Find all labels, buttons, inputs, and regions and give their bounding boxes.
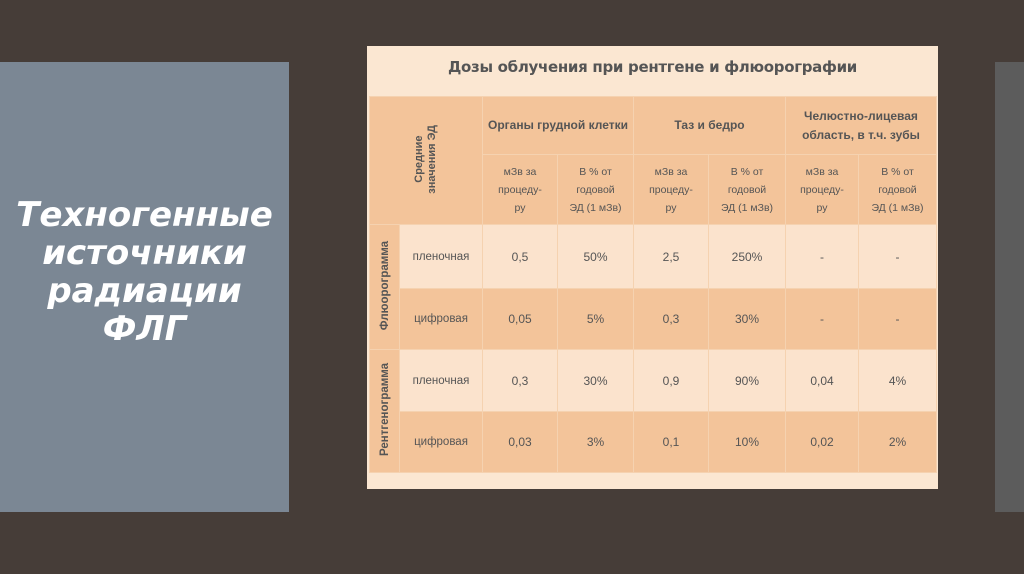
table-cell: 50%: [557, 224, 634, 289]
slide-title-line: источники: [42, 233, 247, 273]
column-group-pelvis: Таз и бедро: [633, 96, 786, 155]
corner-label-line: Средние: [413, 135, 425, 183]
subheader-dose: мЗв за процеду-ру: [785, 154, 859, 225]
subheader-dose: мЗв за процеду-ру: [633, 154, 709, 225]
table-cell: 90%: [708, 349, 786, 412]
slide-title-line: ФЛГ: [102, 309, 187, 349]
table-cell: 250%: [708, 224, 786, 289]
row-group-label: Рентгенограмма: [378, 363, 391, 456]
row-type: пленочная: [399, 349, 483, 412]
slide-title: Техногенные источники радиации ФЛГ: [15, 196, 275, 348]
table-cell: 3%: [557, 411, 634, 473]
row-type: пленочная: [399, 224, 483, 289]
table-cell: 0,05: [482, 288, 558, 350]
table-cell: 30%: [708, 288, 786, 350]
table-cell: 2,5: [633, 224, 709, 289]
table-row: Флюорограмма пленочная 0,5 50% 2,5 250% …: [369, 224, 937, 350]
document-title: Дозы облучения при рентгене и флюорограф…: [447, 58, 857, 76]
row-type: цифровая: [399, 411, 483, 473]
table-cell: 0,02: [785, 411, 859, 473]
column-group-chest: Органы грудной клетки: [482, 96, 634, 155]
table-row: цифровая 0,03 3% 0,1 10% 0,02 2%: [369, 411, 937, 473]
table-cell: 4%: [858, 349, 937, 412]
subheader-percent: В % от годовой ЭД (1 мЗв): [557, 154, 634, 225]
table-cell: -: [858, 224, 937, 289]
table-cell: 0,9: [633, 349, 709, 412]
row-type: цифровая: [399, 288, 483, 350]
row-group-radiograph: Рентгенограмма: [369, 349, 400, 473]
table-cell: 0,04: [785, 349, 859, 412]
corner-header: Средние значения ЭД: [369, 96, 483, 225]
corner-label: Средние значения ЭД: [413, 125, 439, 194]
table-cell: 10%: [708, 411, 786, 473]
row-group-label: Флюорограмма: [378, 240, 391, 331]
column-group-maxillofacial: Челюстно-лицевая область, в т.ч. зубы: [785, 96, 937, 155]
table-cell: 0,03: [482, 411, 558, 473]
side-panel-edge: [995, 62, 1024, 512]
table-cell: 0,1: [633, 411, 709, 473]
slide-title-line: Техногенные: [16, 195, 273, 235]
table-cell: -: [858, 288, 937, 350]
subheader-dose: мЗв за процеду-ру: [482, 154, 558, 225]
table-cell: 0,3: [633, 288, 709, 350]
dose-table: Средние значения ЭД Органы грудной клетк…: [369, 96, 937, 473]
subheader-percent: В % от годовой ЭД (1 мЗв): [708, 154, 786, 225]
table-cell: 2%: [858, 411, 937, 473]
table-cell: 30%: [557, 349, 634, 412]
slide-title-line: радиации: [47, 271, 242, 311]
dose-table-image: Дозы облучения при рентгене и флюорограф…: [367, 46, 938, 489]
table-cell: 0,3: [482, 349, 558, 412]
table-cell: -: [785, 224, 859, 289]
row-group-fluorogram: Флюорограмма: [369, 224, 400, 350]
table-cell: -: [785, 288, 859, 350]
table-row: Рентгенограмма пленочная 0,3 30% 0,9 90%…: [369, 349, 937, 473]
table-cell: 0,5: [482, 224, 558, 289]
table-row: цифровая 0,05 5% 0,3 30% - -: [369, 288, 937, 350]
corner-label-line: значения ЭД: [426, 124, 438, 194]
table-cell: 5%: [557, 288, 634, 350]
subheader-percent: В % от годовой ЭД (1 мЗв): [858, 154, 937, 225]
title-panel: Техногенные источники радиации ФЛГ: [0, 62, 289, 512]
